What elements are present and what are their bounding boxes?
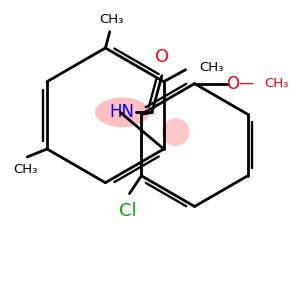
Text: O: O <box>226 75 239 93</box>
Text: HN: HN <box>110 103 135 122</box>
Text: —: — <box>238 76 254 91</box>
Ellipse shape <box>95 98 149 127</box>
Text: CH₃: CH₃ <box>264 77 288 90</box>
Text: O: O <box>155 48 169 66</box>
Text: Cl: Cl <box>119 202 136 220</box>
Ellipse shape <box>162 118 190 146</box>
Text: CH₃: CH₃ <box>13 163 38 176</box>
Text: CH₃: CH₃ <box>200 61 224 74</box>
Text: CH₃: CH₃ <box>100 13 124 26</box>
